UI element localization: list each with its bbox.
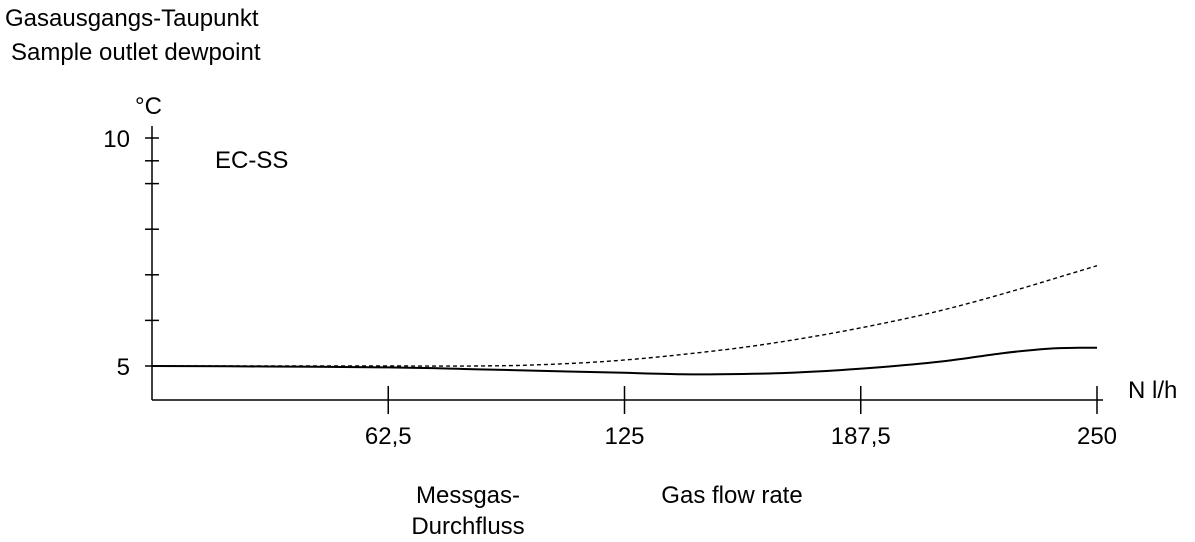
y-tick-label: 10 xyxy=(103,126,130,153)
y-tick-label: 5 xyxy=(117,354,130,381)
x-tick-label: 125 xyxy=(604,423,644,450)
x-tick-label: 187,5 xyxy=(831,423,891,450)
series-label: EC-SS xyxy=(215,147,288,174)
solid-series-line xyxy=(151,346,1098,376)
x-axis-label-de-line2: Durchfluss xyxy=(411,513,524,540)
x-axis-unit: N l/h xyxy=(1128,377,1177,404)
y-axis-ticks: 5 10 xyxy=(103,126,159,381)
x-tick-label: 250 xyxy=(1077,423,1117,450)
x-axis-ticks: 62,5 125 187,5 250 xyxy=(365,386,1117,450)
x-axis-label-de-line1: Messgas- xyxy=(416,482,520,509)
y-axis-unit: °C xyxy=(135,93,162,120)
dashed-series-line xyxy=(152,265,1098,367)
x-axis-label-en: Gas flow rate xyxy=(661,482,802,509)
chart-title-de: Gasausgangs-Taupunkt xyxy=(5,5,259,32)
series-lines xyxy=(151,265,1098,376)
chart-title-en: Sample outlet dewpoint xyxy=(11,39,261,66)
x-tick-label: 62,5 xyxy=(365,423,412,450)
